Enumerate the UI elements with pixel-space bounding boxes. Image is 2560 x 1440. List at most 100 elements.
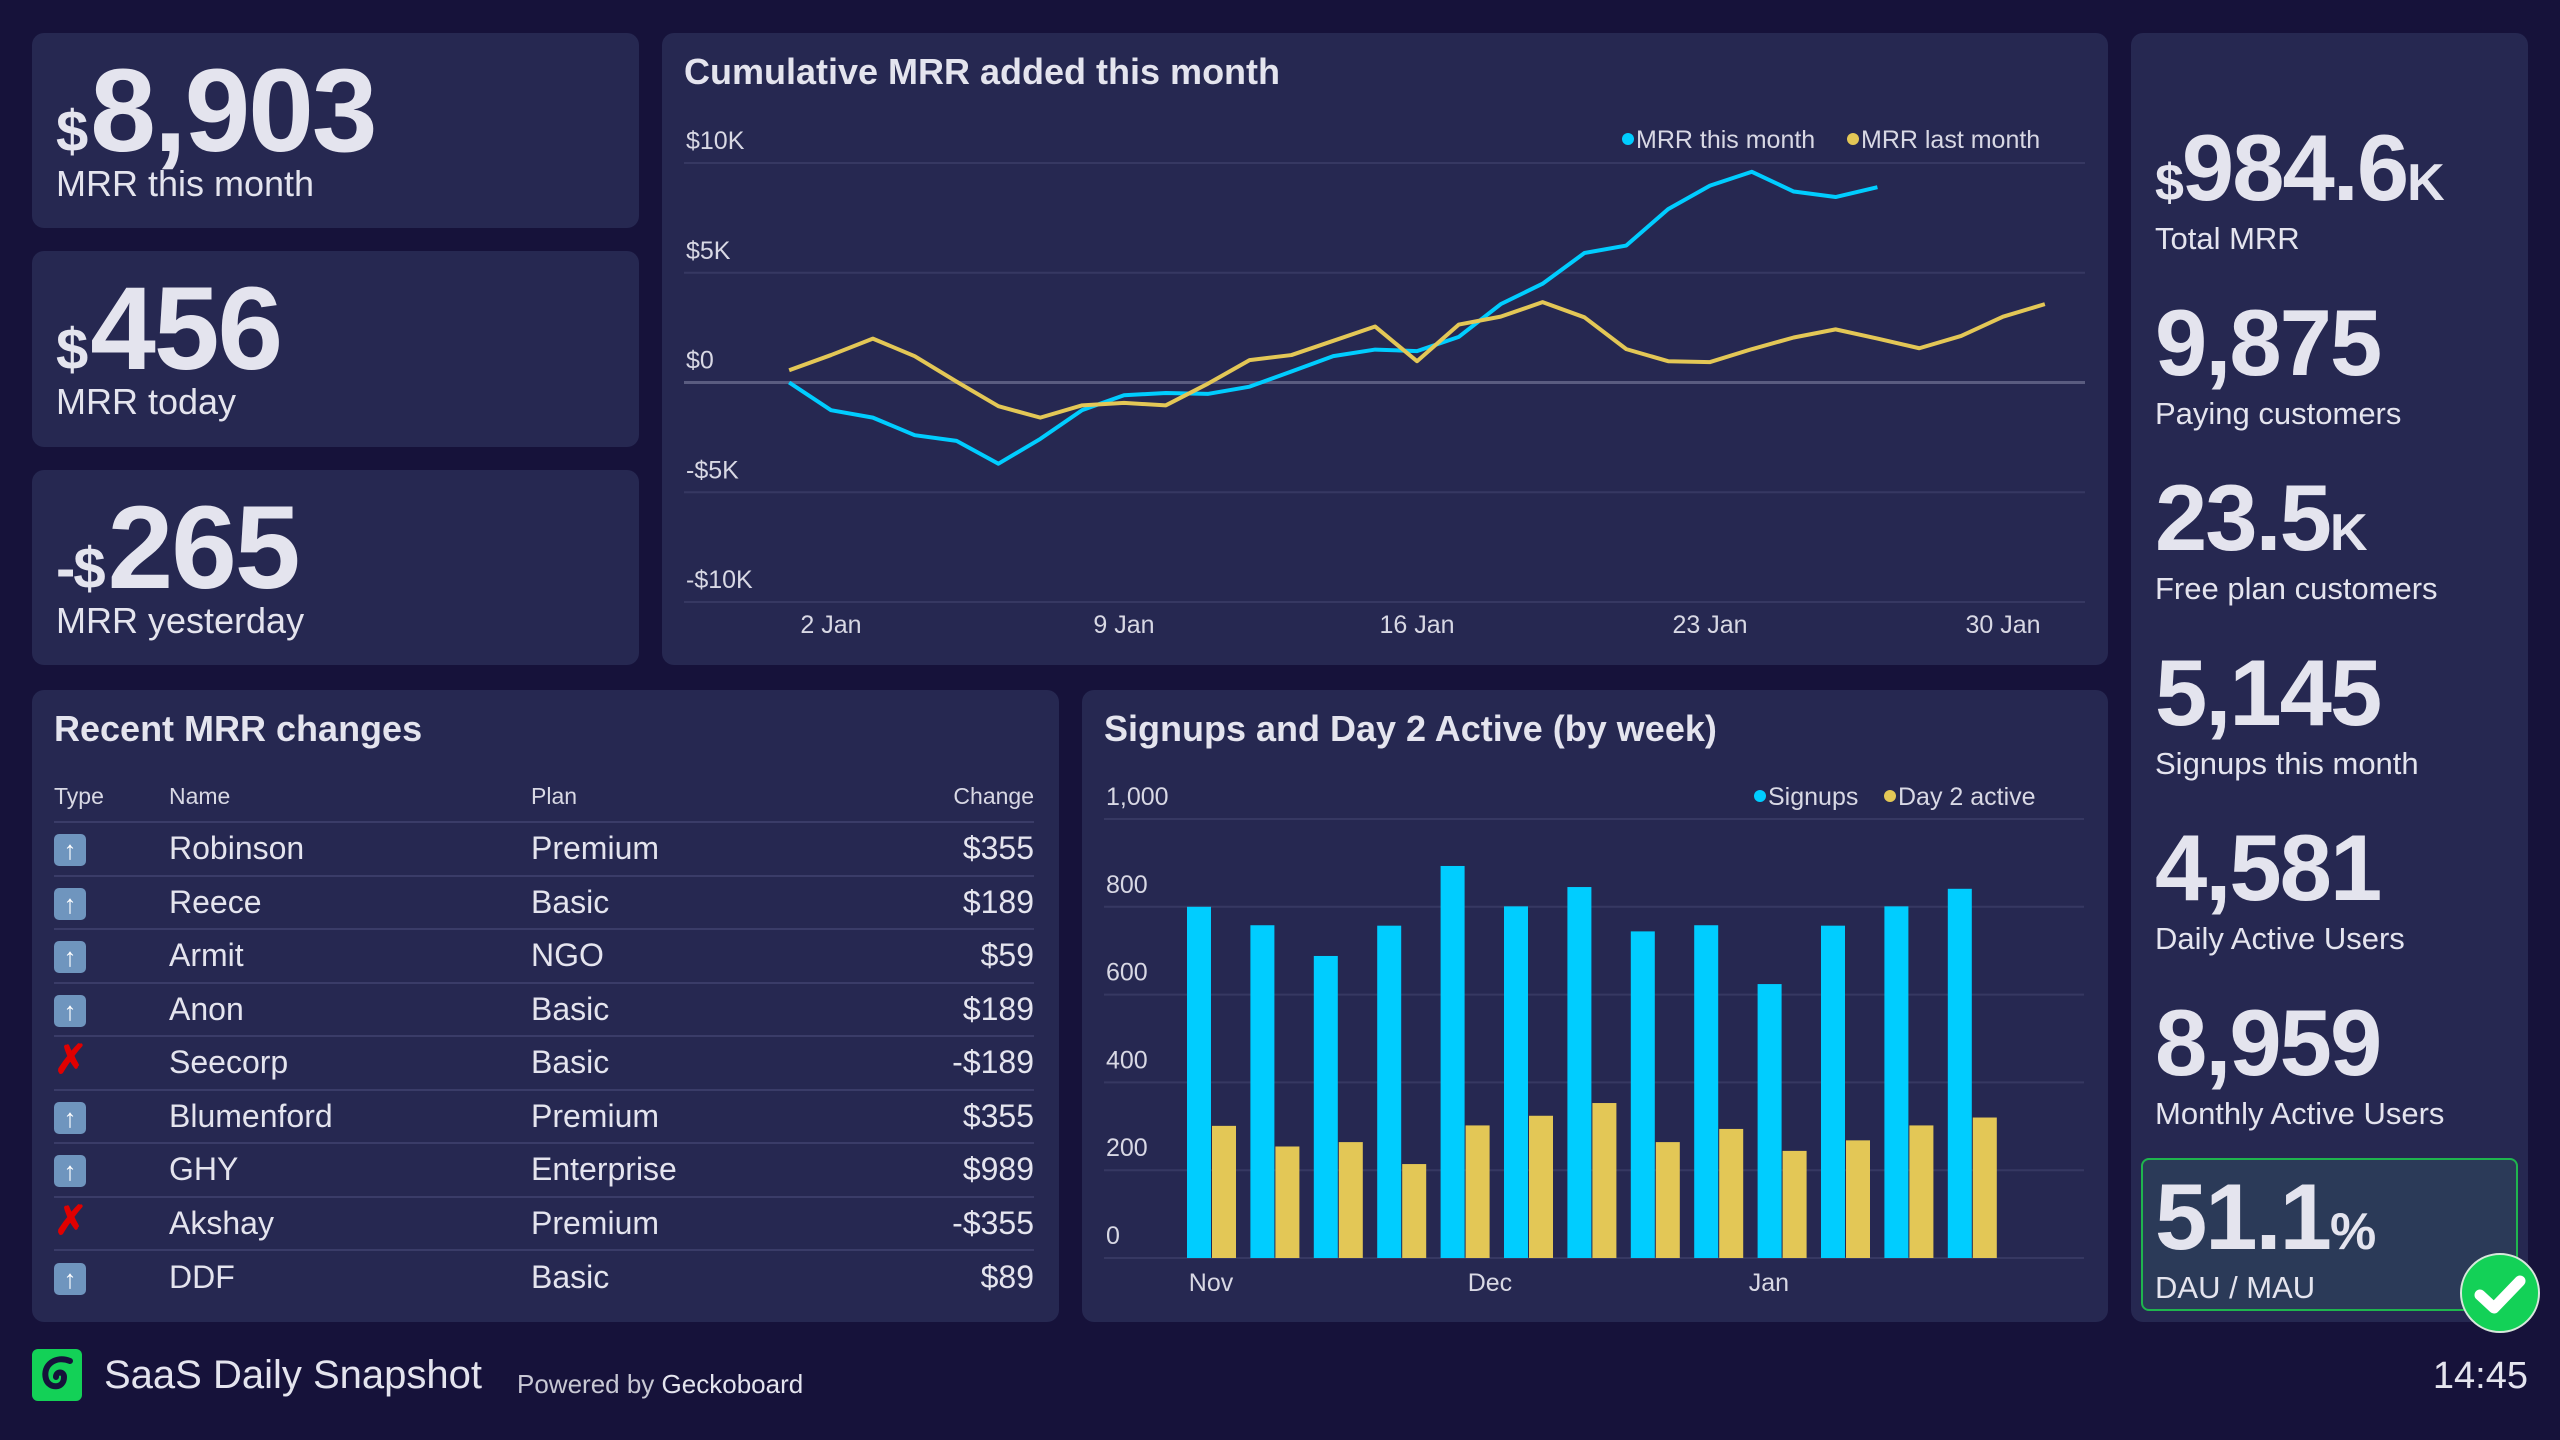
stat-signups-this-month: 5,145 Signups this month (2155, 646, 2525, 782)
cell-change: $989 (853, 1143, 1034, 1198)
stat-value: 456 (90, 263, 283, 395)
cell-plan: Basic (531, 1258, 610, 1295)
cell-plan: Enterprise (531, 1143, 854, 1198)
legend-dot (1754, 790, 1766, 802)
dau-mau-goal: 51.1% DAU / MAU (2141, 1158, 2518, 1311)
stat-label: Daily Active Users (2155, 921, 2405, 956)
upgrade-arrow-icon: ↑ (54, 887, 86, 920)
prefix: $ (2155, 154, 2184, 212)
stat-free-plan-customers: 23.5K Free plan customers (2155, 471, 2525, 607)
y-tick-label: -$5K (686, 456, 739, 484)
line-chart-title: Cumulative MRR added this month (684, 51, 1281, 92)
stat-value: 4,581 (2155, 815, 2382, 920)
footer: SaaS Daily Snapshot Powered by Geckoboar… (32, 1347, 2528, 1407)
y-tick-label: 1,000 (1106, 783, 1169, 811)
table-row[interactable]: ↑ Reece Basic $189 (54, 875, 1034, 930)
currency-prefix: -$ (56, 536, 106, 601)
bar-chart-card: Signups and Day 2 Active (by week) 0 200 4… (1082, 690, 2108, 1322)
table-title: Recent MRR changes (54, 708, 423, 749)
stat-mrr-today: $456 MRR today (32, 251, 639, 447)
bar-chart: 0 200 400 600 800 1,000 Nov Dec Jan Signups Day 2 … (1104, 783, 2084, 1297)
stat-value: 9,875 (2155, 290, 2382, 395)
goal-suffix: % (2329, 1203, 2376, 1261)
cell-name: Blumenford (169, 1089, 531, 1144)
legend-label: Signups (1768, 783, 1858, 811)
y-tick-label: 0 (1106, 1222, 1120, 1250)
powered-by: Powered by (517, 1369, 655, 1399)
stat-value: 265 (107, 482, 301, 614)
suffix: K (2329, 504, 2368, 562)
col-change: Change (853, 772, 1034, 823)
col-name: Name (169, 772, 531, 823)
stat-value: 8,903 (90, 45, 377, 177)
dashboard-title: SaaS Daily Snapshot (104, 1353, 483, 1397)
series-line-last-month (788, 300, 2046, 420)
stat-label: MRR today (56, 381, 237, 422)
cell-type: ↑ (54, 1089, 169, 1144)
x-tick-label: 2 Jan (800, 611, 861, 639)
legend-dot (1847, 133, 1859, 145)
churn-cross-icon: ✗ (54, 1198, 88, 1243)
table-row[interactable]: ↑ Anon Basic $189 (54, 982, 1034, 1037)
cell-change: -$189 (853, 1036, 1034, 1091)
day2-active-bar (1465, 1125, 1490, 1258)
cell-name: Robinson (169, 822, 531, 877)
table-row[interactable]: ✗ Akshay Premium -$355 (54, 1196, 1034, 1251)
stat-label: Paying customers (2155, 396, 2402, 431)
upgrade-arrow-icon: ↑ (54, 834, 86, 867)
table-row[interactable]: ↑ Blumenford Premium $355 (54, 1089, 1034, 1144)
upgrade-arrow-icon: ↑ (54, 1155, 86, 1188)
stat-label: Signups this month (2155, 746, 2419, 781)
cell-plan: Premium (531, 1196, 854, 1251)
stat-label: Monthly Active Users (2155, 1096, 2445, 1131)
day2-active-bar (1782, 1150, 1807, 1258)
signups-bar (1694, 925, 1719, 1258)
cell-name: Anon (169, 982, 531, 1037)
signups-bar (1187, 906, 1211, 1258)
y-tick-label: 400 (1106, 1046, 1148, 1074)
day2-active-bar (1212, 1125, 1236, 1258)
cell-plan: Basic (531, 982, 854, 1037)
signups-bar (1440, 865, 1465, 1258)
legend-label: MRR this month (1636, 126, 1815, 154)
day2-active-bar (1719, 1128, 1744, 1258)
check-icon (2460, 1253, 2540, 1333)
cell-change: $189 (853, 875, 1034, 930)
stat-mrr-this-month: $8,903 MRR this month (32, 33, 639, 228)
stat-value: 5,145 (2155, 640, 2382, 745)
stat-label: Total MRR (2155, 221, 2300, 256)
cell-name: Akshay (169, 1196, 531, 1251)
currency-prefix: $ (56, 317, 88, 382)
series-line-this-month (788, 169, 1878, 466)
x-month-label: Nov (1189, 1269, 1234, 1297)
goal-value: 51.1 (2155, 1164, 2332, 1269)
x-tick-label: 30 Jan (1965, 611, 2040, 639)
cell-plan: Premium (531, 822, 854, 877)
table-row[interactable]: ✗ Seecorp Basic -$189 (54, 1036, 1034, 1091)
table-row[interactable]: ↑ GHY Enterprise $989 (54, 1143, 1034, 1198)
y-tick-label: -$10K (686, 566, 753, 594)
day2-active-bar (1846, 1140, 1870, 1258)
signups-bar (1884, 906, 1909, 1258)
suffix: K (2407, 154, 2445, 212)
stat-daily-active-users: 4,581 Daily Active Users (2155, 821, 2525, 957)
cell-plan: Premium (531, 1089, 854, 1144)
day2-active-bar (1909, 1125, 1934, 1258)
y-tick-label: $10K (686, 127, 745, 155)
col-plan: Plan (531, 772, 854, 823)
cell-name: Armit (169, 929, 531, 984)
stat-paying-customers: 9,875 Paying customers (2155, 296, 2525, 432)
right-stats-panel: $984.6K Total MRR 9,875 Paying customers 23.… (2131, 33, 2540, 1333)
day2-active-bar (1275, 1146, 1300, 1258)
brand-name: Geckoboard (661, 1369, 804, 1399)
table-row[interactable]: ↑ Armit NGO $59 (54, 929, 1034, 984)
upgrade-arrow-icon: ↑ (54, 1262, 86, 1295)
day2-active-bar (1655, 1142, 1680, 1258)
table-row[interactable]: ↑ DDF Basic $89 (54, 1250, 1034, 1304)
y-tick-label: $0 (686, 347, 714, 375)
table-row[interactable]: ↑ Robinson Premium $355 (54, 822, 1034, 877)
cell-change: $355 (853, 1089, 1034, 1144)
day2-active-bar (1338, 1142, 1363, 1258)
col-type: Type (54, 772, 169, 823)
day2-active-bar (1592, 1103, 1617, 1258)
